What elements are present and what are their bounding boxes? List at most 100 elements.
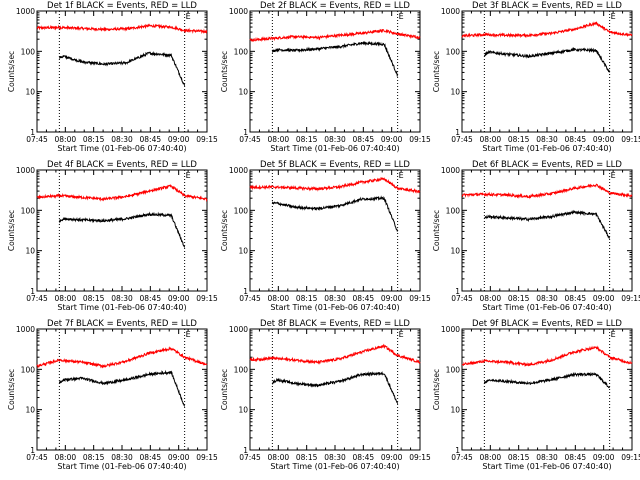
plot-frame bbox=[249, 10, 421, 133]
event-label: E bbox=[611, 330, 616, 339]
y-tick-label: 1000 bbox=[229, 166, 248, 175]
y-tick-label: 1000 bbox=[16, 166, 35, 175]
plot-frame bbox=[36, 169, 208, 292]
x-axis-label: Start Time (01-Feb-06 07:40:40) bbox=[57, 303, 186, 312]
x-tick-label: 09:15 bbox=[409, 135, 431, 144]
plot-frame bbox=[461, 328, 633, 451]
event-label: E bbox=[186, 12, 191, 21]
panel-title: Det 8f BLACK = Events, RED = LLD bbox=[260, 319, 410, 329]
y-tick-label: 1 bbox=[455, 128, 460, 137]
x-tick-label: 08:00 bbox=[480, 294, 502, 303]
x-tick-label: 07:45 bbox=[451, 294, 473, 303]
y-axis-label: Counts/sec bbox=[432, 210, 441, 251]
x-tick-label: 09:15 bbox=[621, 453, 640, 462]
x-tick-label: 07:45 bbox=[26, 135, 48, 144]
detector-panel-4: Det 4f BLACK = Events, RED = LLD 1 10 100 10… bbox=[7, 160, 218, 312]
x-tick-label: 08:30 bbox=[324, 294, 346, 303]
y-tick-label: 10 bbox=[450, 247, 460, 256]
x-tick-label: 08:00 bbox=[268, 453, 290, 462]
panel-title: Det 6f BLACK = Events, RED = LLD bbox=[472, 160, 622, 170]
x-tick-label: 07:45 bbox=[239, 453, 261, 462]
x-tick-label: 08:15 bbox=[508, 294, 530, 303]
y-tick-label: 1 bbox=[30, 287, 35, 296]
panel-title: Det 1f BLACK = Events, RED = LLD bbox=[47, 1, 197, 11]
x-tick-label: 08:00 bbox=[55, 135, 77, 144]
series-events-line bbox=[272, 371, 399, 404]
event-label: E bbox=[399, 171, 404, 180]
x-tick-label: 08:15 bbox=[508, 135, 530, 144]
x-tick-label: 09:00 bbox=[593, 294, 615, 303]
x-tick-label: 09:15 bbox=[621, 294, 640, 303]
x-tick-label: 09:15 bbox=[409, 294, 431, 303]
x-tick-label: 08:00 bbox=[268, 135, 290, 144]
x-tick-label: 08:15 bbox=[83, 135, 105, 144]
x-tick-label: 08:15 bbox=[296, 135, 318, 144]
y-axis-label: Counts/sec bbox=[7, 369, 16, 410]
y-tick-label: 10 bbox=[238, 247, 248, 256]
detector-panel-6: Det 6f BLACK = Events, RED = LLD 1 10 100 10… bbox=[432, 160, 640, 312]
series-events-line bbox=[58, 211, 186, 248]
x-tick-label: 08:30 bbox=[111, 135, 133, 144]
x-tick-label: 08:30 bbox=[536, 294, 558, 303]
y-tick-label: 10 bbox=[25, 406, 35, 415]
y-tick-label: 100 bbox=[21, 365, 36, 374]
x-tick-label: 07:45 bbox=[451, 453, 473, 462]
x-tick-label: 08:00 bbox=[480, 135, 502, 144]
y-tick-label: 100 bbox=[446, 365, 461, 374]
series-lld-line bbox=[36, 23, 208, 35]
y-axis-label: Counts/sec bbox=[432, 51, 441, 92]
x-tick-label: 09:00 bbox=[168, 453, 190, 462]
event-label: E bbox=[611, 12, 616, 21]
x-tick-label: 08:45 bbox=[565, 294, 587, 303]
detector-panel-9: Det 9f BLACK = Events, RED = LLD 1 10 100 10… bbox=[432, 319, 640, 471]
y-tick-label: 10 bbox=[25, 247, 35, 256]
detector-panel-5: Det 5f BLACK = Events, RED = LLD 1 10 100 10… bbox=[220, 160, 431, 312]
x-tick-label: 08:45 bbox=[565, 453, 587, 462]
series-lld-line bbox=[249, 176, 421, 194]
panel-title: Det 5f BLACK = Events, RED = LLD bbox=[260, 160, 410, 170]
x-tick-label: 08:45 bbox=[140, 453, 162, 462]
series-events-line bbox=[484, 209, 611, 239]
panel-title: Det 4f BLACK = Events, RED = LLD bbox=[47, 160, 197, 170]
x-axis-label: Start Time (01-Feb-06 07:40:40) bbox=[482, 303, 611, 312]
event-label: E bbox=[611, 171, 616, 180]
y-tick-label: 1000 bbox=[229, 7, 248, 16]
x-tick-label: 08:15 bbox=[296, 453, 318, 462]
x-tick-label: 09:15 bbox=[196, 294, 218, 303]
series-events-line bbox=[483, 371, 610, 389]
x-tick-label: 08:30 bbox=[324, 135, 346, 144]
plot-frame bbox=[249, 328, 421, 451]
y-axis-label: Counts/sec bbox=[220, 369, 229, 410]
x-tick-label: 07:45 bbox=[451, 135, 473, 144]
x-tick-label: 09:00 bbox=[593, 453, 615, 462]
series-events-line bbox=[271, 40, 398, 77]
panel-title: Det 2f BLACK = Events, RED = LLD bbox=[260, 1, 410, 11]
x-tick-label: 08:45 bbox=[353, 453, 375, 462]
x-tick-label: 07:45 bbox=[239, 135, 261, 144]
x-axis-label: Start Time (01-Feb-06 07:40:40) bbox=[270, 144, 399, 153]
y-tick-label: 1000 bbox=[229, 325, 248, 334]
x-tick-label: 08:45 bbox=[353, 294, 375, 303]
x-tick-label: 08:30 bbox=[324, 453, 346, 462]
x-tick-label: 08:15 bbox=[83, 453, 105, 462]
y-tick-label: 100 bbox=[234, 365, 249, 374]
series-lld-line bbox=[36, 346, 208, 369]
series-events-line bbox=[58, 369, 186, 407]
panel-title: Det 7f BLACK = Events, RED = LLD bbox=[47, 319, 197, 329]
x-tick-label: 07:45 bbox=[26, 453, 48, 462]
y-axis-label: Counts/sec bbox=[432, 369, 441, 410]
x-tick-label: 08:15 bbox=[296, 294, 318, 303]
detector-panel-3: Det 3f BLACK = Events, RED = LLD 1 10 100 10… bbox=[432, 1, 640, 153]
x-tick-label: 08:15 bbox=[508, 453, 530, 462]
panel-title: Det 9f BLACK = Events, RED = LLD bbox=[472, 319, 622, 329]
y-tick-label: 1000 bbox=[16, 7, 35, 16]
y-tick-label: 1 bbox=[455, 287, 460, 296]
y-tick-label: 1 bbox=[455, 446, 460, 455]
y-tick-label: 1 bbox=[30, 446, 35, 455]
detector-panel-2: Det 2f BLACK = Events, RED = LLD 1 10 100 10… bbox=[220, 1, 431, 153]
x-tick-label: 08:00 bbox=[268, 294, 290, 303]
series-events-line bbox=[483, 46, 611, 73]
x-tick-label: 08:00 bbox=[480, 453, 502, 462]
series-lld-line bbox=[36, 183, 208, 203]
